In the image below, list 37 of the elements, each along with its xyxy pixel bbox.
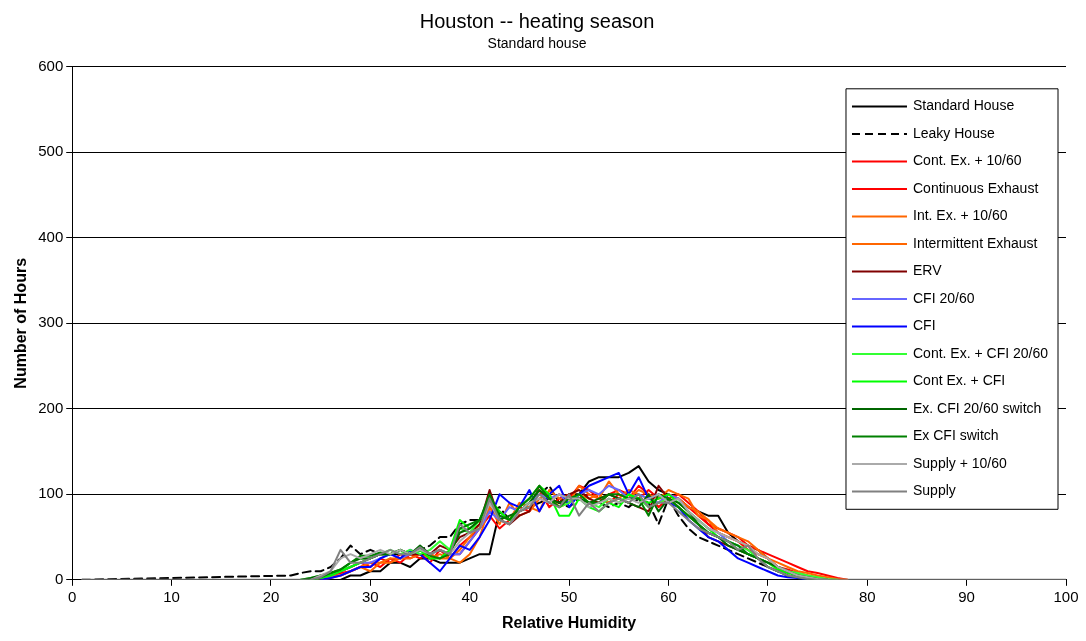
legend-label: CFI 20/60 (912, 289, 975, 306)
legend-label: Intermittent Exhaust (912, 234, 1038, 251)
y-tick-label: 400 (38, 227, 64, 245)
legend-label: Ex. CFI 20/60 switch (912, 399, 1042, 416)
x-tick-label: 0 (68, 587, 77, 605)
x-tick-label: 50 (560, 587, 578, 605)
x-tick-label: 10 (163, 587, 180, 605)
y-tick-label: 0 (54, 569, 64, 587)
y-tick-label: 600 (38, 56, 64, 74)
legend-label: Ex CFI switch (912, 427, 999, 444)
y-axis-title: Number of Hours (12, 257, 30, 389)
x-tick-label: 20 (262, 587, 280, 605)
legend-label: Cont Ex. + CFI (912, 372, 1006, 389)
chart-title: Houston -- heating season (419, 9, 655, 32)
y-tick-label: 300 (38, 313, 64, 331)
legend-label: Cont. Ex. + CFI 20/60 (912, 344, 1049, 361)
y-tick-label: 200 (38, 398, 64, 416)
legend-label: Standard House (912, 97, 1015, 114)
legend-label: Leaky House (912, 124, 995, 141)
x-tick-label: 60 (660, 587, 677, 605)
legend-label: Continuous Exhaust (912, 179, 1039, 196)
chart-subtitle: Standard house (487, 35, 587, 52)
legend-label: Supply + 10/60 (912, 454, 1007, 471)
x-tick-label: 100 (1053, 587, 1079, 605)
y-tick-label: 500 (38, 142, 64, 160)
y-tick-label: 100 (38, 484, 64, 502)
legend-label: Int. Ex. + 10/60 (912, 207, 1008, 224)
legend-label: Supply (912, 482, 956, 499)
x-tick-label: 80 (858, 587, 876, 605)
x-axis-title: Relative Humidity (501, 613, 637, 631)
legend-label: ERV (912, 262, 943, 279)
x-tick-label: 40 (461, 587, 479, 605)
x-tick-label: 90 (958, 587, 975, 605)
legend-label: Cont. Ex. + 10/60 (912, 152, 1022, 169)
x-tick-label: 30 (362, 587, 379, 605)
x-tick-label: 70 (759, 587, 777, 605)
legend-label: CFI (912, 317, 936, 334)
